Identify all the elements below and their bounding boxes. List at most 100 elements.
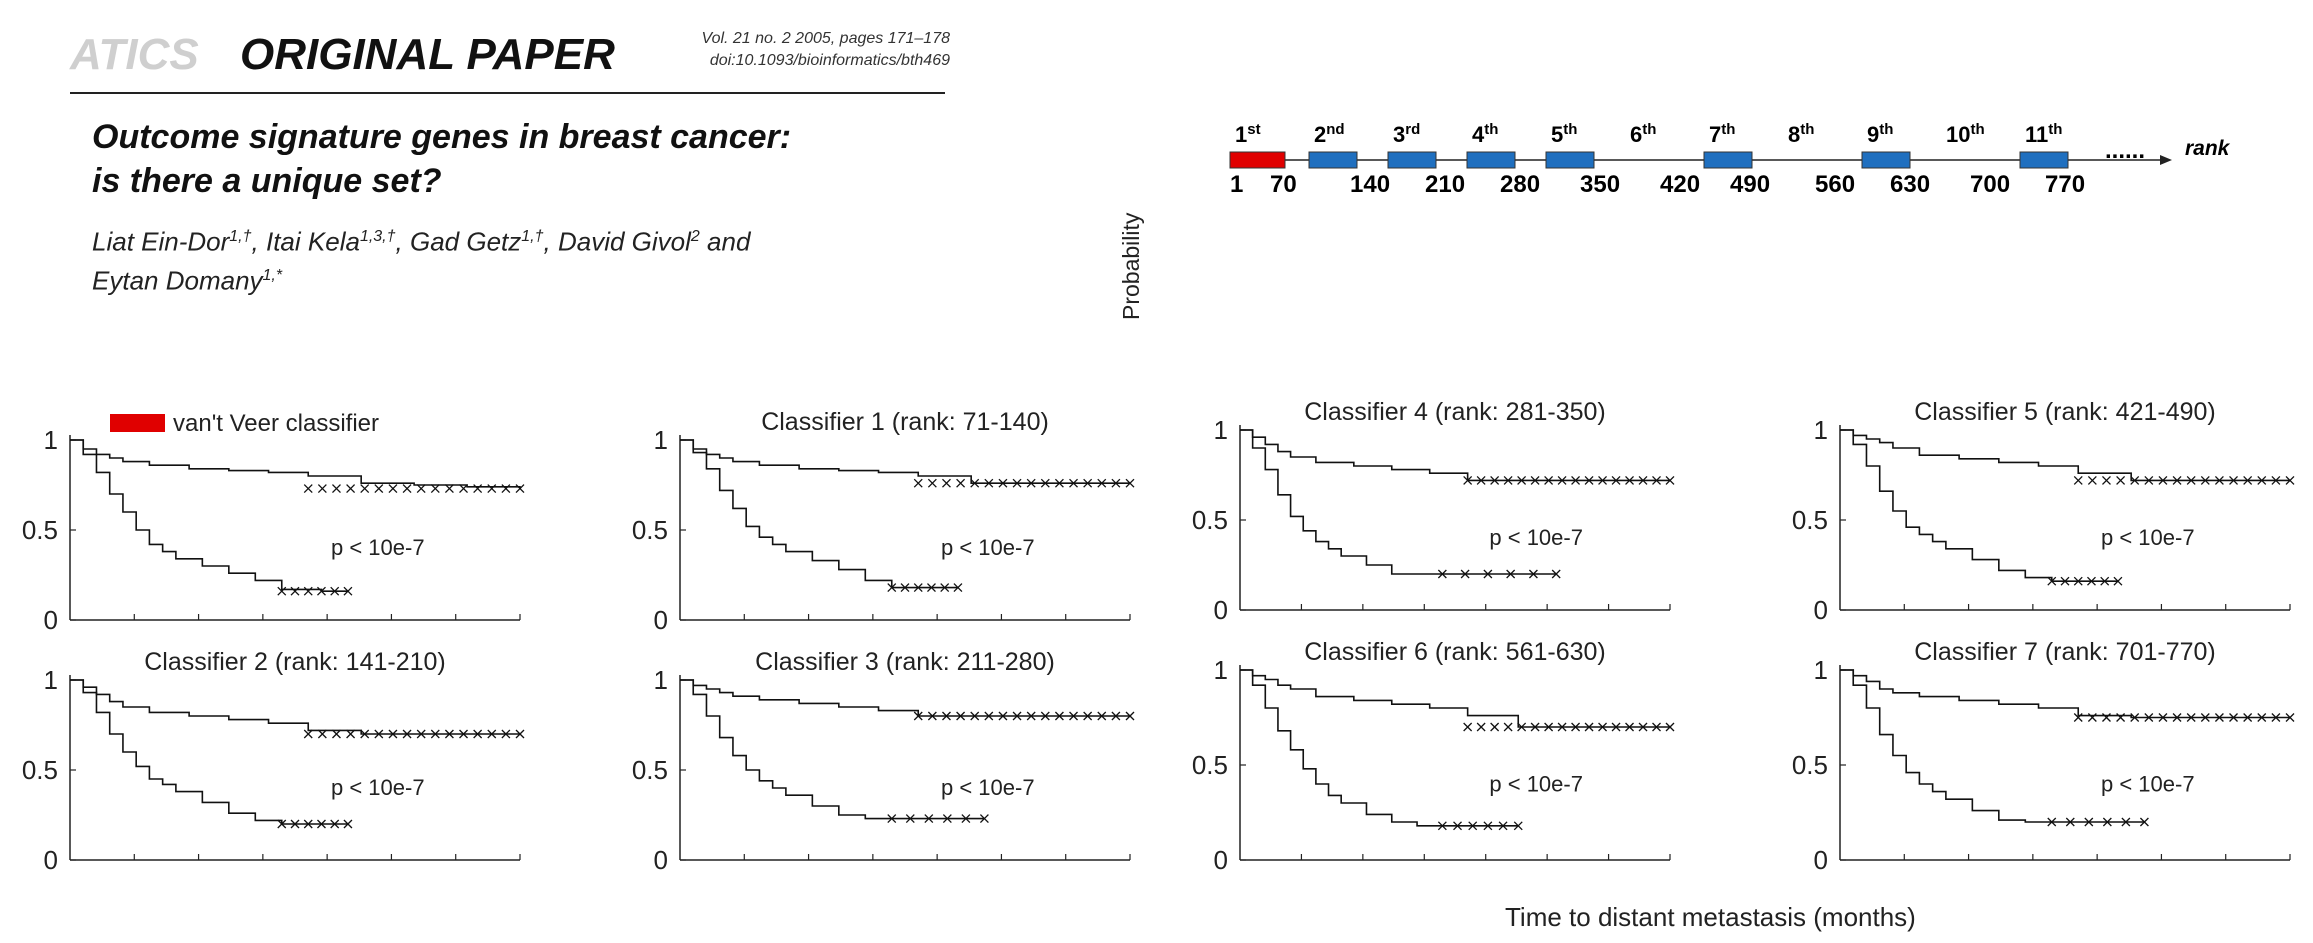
y-tick-label: 1 xyxy=(44,425,58,455)
censor-mark xyxy=(2047,817,2057,827)
panel-title: Classifier 4 (rank: 281-350) xyxy=(1304,398,1606,426)
censor-mark xyxy=(1483,569,1493,579)
censor-mark xyxy=(402,729,412,739)
censor-mark xyxy=(1111,478,1121,488)
rank-ordinal-suffix: th xyxy=(1642,121,1656,138)
censor-mark xyxy=(1517,722,1527,732)
censor-mark xyxy=(2073,576,2083,586)
censor-mark xyxy=(2229,475,2238,485)
censor-mark xyxy=(487,729,497,739)
censor-mark xyxy=(970,478,980,488)
poor-prognosis-curve xyxy=(680,439,958,589)
censor-mark xyxy=(2243,713,2253,722)
rank-tick-label: 490 xyxy=(1730,171,1770,198)
good-prognosis-curve xyxy=(1840,429,2290,482)
censor-mark xyxy=(1498,821,1508,831)
rank-tick-label: 140 xyxy=(1350,171,1390,198)
rank-ordinal-suffix: th xyxy=(1484,121,1498,138)
author-line-1: Liat Ein-Dor1,†, Itai Kela1,3,†, Gad Get… xyxy=(92,220,750,259)
censor-mark xyxy=(1652,475,1661,485)
censor-mark xyxy=(1083,711,1093,721)
censor-mark xyxy=(1040,711,1050,721)
survival-panel: 1 0.5 0 Classifier 2 (rank: 141-210) p < 10e… xyxy=(10,640,530,870)
rank-block xyxy=(1703,151,1753,169)
censor-mark xyxy=(2186,475,2196,485)
censor-mark xyxy=(487,484,497,494)
censor-mark xyxy=(2087,713,2097,722)
censor-mark xyxy=(1557,475,1567,485)
censor-mark xyxy=(374,729,384,739)
censor-mark xyxy=(444,484,454,494)
censor-mark xyxy=(515,729,525,739)
rank-ordinal: 5th xyxy=(1551,121,1577,147)
censor-mark xyxy=(2130,475,2140,485)
y-tick-label: 0.5 xyxy=(22,755,58,785)
good-prognosis-curve xyxy=(1840,669,2290,719)
censor-mark xyxy=(2087,576,2096,586)
rank-block xyxy=(1545,151,1595,169)
rank-tick-label: 700 xyxy=(1970,171,2010,198)
author-affiliation: 1,* xyxy=(262,266,283,284)
rank-ordinal: 2nd xyxy=(1314,121,1345,147)
poor-prognosis-curve xyxy=(1840,669,2145,823)
y-tick-label: 1 xyxy=(1814,655,1828,685)
censor-mark xyxy=(459,484,468,494)
censor-mark xyxy=(444,729,454,739)
censor-mark xyxy=(1483,821,1493,831)
survival-chart: 1 0.5 0 Classifier 4 (rank: 281-350) p < 10e… xyxy=(1192,398,1675,620)
author-affiliation: 1,3,† xyxy=(359,228,396,245)
censor-mark xyxy=(1557,722,1567,732)
y-tick-label: 0.5 xyxy=(22,515,58,545)
censor-mark xyxy=(956,478,966,488)
rank-tick-label: 630 xyxy=(1890,171,1930,198)
good-prognosis-curve xyxy=(70,679,520,735)
citation-line-1: Vol. 21 no. 2 2005, pages 171–178 xyxy=(701,30,950,47)
rank-axis-label: rank xyxy=(2185,137,2231,160)
censor-mark xyxy=(416,484,426,494)
censor-mark xyxy=(1625,475,1634,485)
censor-mark xyxy=(360,729,370,739)
rank-block xyxy=(1308,151,1358,169)
censor-mark xyxy=(913,478,923,488)
censor-mark xyxy=(1054,711,1064,721)
censor-mark xyxy=(2100,576,2110,586)
p-value-label: p < 10e-7 xyxy=(1489,772,1583,797)
censor-mark xyxy=(1468,821,1478,831)
author-affiliation: 1,† xyxy=(229,228,252,245)
author-line-2: Eytan Domany1,* xyxy=(92,259,750,298)
rank-tick-label: 560 xyxy=(1815,171,1855,198)
censor-mark xyxy=(2229,713,2238,722)
censor-mark xyxy=(953,583,963,593)
censor-mark xyxy=(2271,713,2281,722)
rank-ordinal-number: 7 xyxy=(1709,122,1721,147)
censor-mark xyxy=(416,729,426,739)
censor-mark xyxy=(1517,475,1527,485)
censor-mark xyxy=(1463,722,1473,732)
censor-mark xyxy=(2073,475,2083,485)
censor-mark xyxy=(887,814,897,824)
censor-mark xyxy=(1476,475,1486,485)
p-value-label: p < 10e-7 xyxy=(941,775,1035,800)
author-name: and xyxy=(699,226,751,257)
title-line-2: is there a unique set? xyxy=(92,162,442,200)
censor-mark xyxy=(2200,713,2210,722)
censor-mark xyxy=(374,484,384,494)
citation-line-2: doi:10.1093/bioinformatics/bth469 xyxy=(709,52,950,69)
legend-swatch xyxy=(110,414,165,432)
author-affiliation: 2 xyxy=(690,228,700,245)
censor-mark xyxy=(1490,475,1500,485)
y-tick-label: 1 xyxy=(654,425,668,455)
censor-mark xyxy=(317,586,326,596)
survival-panel: 1 0.5 0 Classifier 7 (rank: 701-770) p < 10e… xyxy=(1780,630,2300,870)
rank-block xyxy=(1861,151,1911,169)
poor-prognosis-curve xyxy=(1240,669,1519,827)
rank-ordinal-suffix: th xyxy=(1800,121,1814,138)
censor-mark xyxy=(1476,722,1486,732)
y-tick-label: 0.5 xyxy=(1792,750,1828,780)
censor-mark xyxy=(2243,475,2253,485)
author-list: Liat Ein-Dor1,†, Itai Kela1,3,†, Gad Get… xyxy=(92,220,750,297)
paper-header: ATICS ORIGINAL PAPER Vol. 21 no. 2 2005,… xyxy=(70,22,950,94)
censor-mark xyxy=(1598,722,1608,732)
rank-ordinal-number: 2 xyxy=(1314,122,1326,147)
rank-ordinal: 9th xyxy=(1867,121,1893,147)
